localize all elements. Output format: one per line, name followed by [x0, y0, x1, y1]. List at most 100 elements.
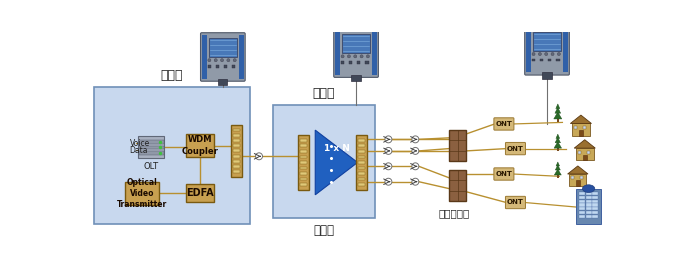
Circle shape: [412, 163, 419, 170]
Bar: [586, 207, 591, 210]
Bar: [202, 36, 207, 79]
Bar: [224, 65, 227, 68]
Bar: [299, 135, 309, 190]
Bar: [592, 196, 598, 199]
Bar: [592, 215, 598, 218]
Circle shape: [360, 55, 363, 58]
Bar: [139, 140, 164, 144]
Polygon shape: [556, 165, 560, 170]
Bar: [372, 32, 377, 75]
FancyBboxPatch shape: [186, 134, 214, 157]
Circle shape: [233, 59, 236, 62]
Bar: [526, 29, 531, 72]
Bar: [548, 59, 551, 61]
Bar: [542, 72, 551, 79]
Bar: [579, 204, 585, 206]
Bar: [592, 192, 598, 195]
Text: ONT: ONT: [507, 146, 524, 151]
Bar: [557, 147, 558, 151]
Bar: [587, 150, 590, 154]
Polygon shape: [554, 142, 562, 148]
Bar: [592, 207, 598, 210]
Circle shape: [208, 59, 211, 62]
Text: Optical
Video
Transmitter: Optical Video Transmitter: [117, 178, 167, 209]
Bar: [300, 139, 307, 142]
Circle shape: [412, 136, 419, 143]
Bar: [574, 126, 577, 129]
Bar: [358, 139, 365, 142]
Text: OLT: OLT: [144, 163, 159, 171]
Bar: [342, 34, 370, 53]
Text: ONT: ONT: [507, 200, 524, 205]
Bar: [580, 176, 583, 179]
Bar: [139, 151, 164, 155]
Bar: [231, 125, 242, 177]
Bar: [586, 204, 591, 206]
Bar: [592, 204, 598, 206]
Bar: [300, 172, 307, 175]
Bar: [586, 215, 591, 218]
Bar: [358, 172, 365, 175]
Circle shape: [385, 178, 392, 185]
Bar: [576, 189, 601, 224]
Bar: [233, 149, 240, 152]
Bar: [208, 65, 211, 68]
Bar: [557, 118, 558, 122]
Circle shape: [412, 178, 419, 185]
Bar: [533, 32, 561, 51]
Bar: [579, 207, 585, 210]
Polygon shape: [567, 166, 588, 174]
Circle shape: [412, 148, 419, 154]
Bar: [300, 144, 307, 147]
Bar: [576, 180, 580, 186]
Text: WDM
Coupler: WDM Coupler: [181, 135, 218, 156]
Text: 分路器: 分路器: [312, 87, 335, 100]
Text: ONT: ONT: [495, 121, 512, 127]
Bar: [216, 65, 219, 68]
Circle shape: [558, 53, 560, 55]
Text: ONT: ONT: [495, 171, 512, 177]
Polygon shape: [556, 104, 560, 109]
Text: EDFA: EDFA: [186, 188, 214, 198]
Bar: [576, 148, 594, 160]
Bar: [238, 36, 244, 79]
Bar: [300, 155, 307, 158]
Bar: [358, 150, 365, 153]
FancyBboxPatch shape: [200, 33, 245, 81]
Bar: [556, 59, 560, 61]
Bar: [583, 155, 587, 160]
Bar: [300, 150, 307, 153]
FancyBboxPatch shape: [494, 118, 514, 130]
Circle shape: [385, 163, 392, 170]
Text: 1 x N: 1 x N: [325, 144, 350, 153]
Bar: [233, 165, 240, 168]
Circle shape: [545, 53, 548, 55]
Polygon shape: [555, 107, 560, 113]
Bar: [532, 59, 535, 61]
Polygon shape: [555, 137, 560, 143]
Circle shape: [348, 55, 350, 58]
FancyBboxPatch shape: [524, 27, 569, 75]
Polygon shape: [315, 130, 358, 195]
Bar: [586, 196, 591, 199]
Bar: [233, 160, 240, 163]
Circle shape: [220, 59, 224, 62]
Polygon shape: [570, 115, 591, 124]
FancyBboxPatch shape: [94, 87, 250, 224]
Bar: [232, 65, 236, 68]
Bar: [579, 196, 585, 199]
Bar: [358, 167, 365, 169]
Bar: [583, 126, 586, 129]
Bar: [335, 32, 340, 75]
Bar: [358, 155, 365, 158]
Circle shape: [385, 136, 392, 143]
Bar: [357, 61, 361, 64]
Bar: [358, 144, 365, 147]
Bar: [358, 183, 365, 186]
Bar: [572, 124, 590, 135]
Bar: [578, 150, 580, 154]
Bar: [579, 211, 585, 214]
FancyBboxPatch shape: [494, 168, 514, 180]
Bar: [341, 61, 344, 64]
Circle shape: [354, 55, 357, 58]
